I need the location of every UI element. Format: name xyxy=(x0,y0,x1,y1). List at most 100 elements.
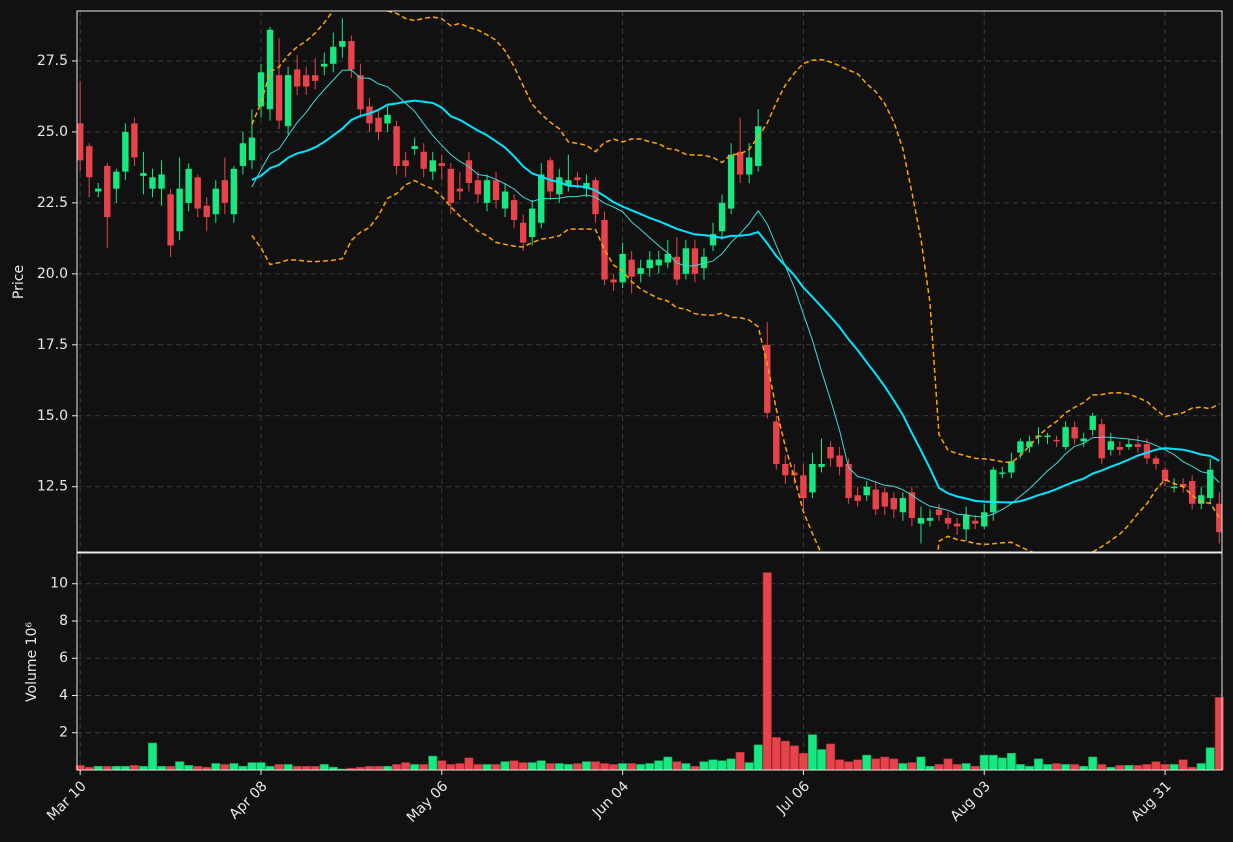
candle-body xyxy=(501,191,509,209)
volume-bar xyxy=(636,764,646,771)
candle-body xyxy=(890,498,898,510)
volume-bar xyxy=(762,572,772,771)
candle-body xyxy=(230,168,238,215)
candle-body xyxy=(375,117,382,132)
candle-body xyxy=(1179,483,1187,487)
candle-body xyxy=(1216,503,1222,533)
candle-body xyxy=(700,256,708,269)
bollinger-lower xyxy=(251,179,1220,552)
volume-bar xyxy=(428,755,438,771)
candle-body xyxy=(275,75,283,121)
candle-body xyxy=(122,131,129,172)
candle-body xyxy=(321,63,328,67)
volume-bar xyxy=(735,752,745,771)
candles xyxy=(77,11,1222,552)
volume-bar xyxy=(509,760,519,771)
candle-body xyxy=(77,123,84,161)
candle-body xyxy=(221,180,229,203)
candle-body xyxy=(800,475,807,499)
candle-body xyxy=(908,492,916,518)
candle-body xyxy=(764,344,771,413)
volume-bar xyxy=(961,763,971,771)
volume-bar xyxy=(654,760,664,771)
candle-body xyxy=(601,219,608,280)
candle-body xyxy=(465,160,473,184)
volume-bar xyxy=(925,765,935,771)
volume-bar xyxy=(500,761,510,771)
volume-bar xyxy=(609,764,619,771)
candle-body xyxy=(330,46,337,64)
volume-bar xyxy=(1079,765,1089,771)
y-tick-label: 17.5 xyxy=(37,337,68,353)
candle-body xyxy=(1143,444,1151,459)
candle-body xyxy=(447,168,455,203)
candle-body xyxy=(167,194,174,246)
candle-body xyxy=(366,106,373,124)
volume-bar xyxy=(1043,764,1053,771)
volume-bar xyxy=(1097,764,1107,771)
volume-bar xyxy=(1196,763,1206,771)
moving-average-slow xyxy=(251,99,1220,504)
volume-bar xyxy=(618,763,628,771)
candle-body xyxy=(1152,458,1160,465)
volume-bar xyxy=(1133,765,1143,771)
x-tick-label: Jun 04 xyxy=(589,778,632,821)
volume-bar xyxy=(473,764,483,771)
candle-body xyxy=(528,208,536,237)
candle-body xyxy=(854,495,861,501)
volume-bar xyxy=(1070,764,1080,771)
candle-body xyxy=(492,180,500,201)
candle-body xyxy=(944,517,952,524)
x-tick-label: Mar 10 xyxy=(44,778,90,824)
candle-body xyxy=(782,464,789,476)
y-tick-label: 27.5 xyxy=(37,53,68,69)
volume-bar xyxy=(826,743,836,771)
y-tick-label: 20.0 xyxy=(37,266,68,282)
volume-bar xyxy=(853,759,863,771)
candle-body xyxy=(194,177,201,209)
volume-bar xyxy=(726,758,736,771)
candle-body xyxy=(483,180,491,203)
candle-body xyxy=(402,160,409,166)
candle-body xyxy=(438,163,445,166)
candle-body xyxy=(619,253,626,283)
candle-body xyxy=(104,165,111,218)
candle-body xyxy=(691,248,699,274)
y-tick-label: 25.0 xyxy=(37,124,68,140)
candle-body xyxy=(574,177,581,181)
candle-body xyxy=(1116,446,1124,450)
volume-bar xyxy=(1033,758,1043,771)
volume-bar xyxy=(844,761,854,771)
x-tick-label: Apr 08 xyxy=(226,778,270,822)
volume-bar xyxy=(301,765,311,771)
candle-body xyxy=(556,177,563,195)
volume-bar xyxy=(1178,759,1188,771)
candle-body xyxy=(1053,439,1060,442)
volume-bar xyxy=(862,754,872,771)
volume-bar xyxy=(753,744,763,771)
volume-bar xyxy=(807,734,817,771)
candle-body xyxy=(1008,461,1015,473)
volume-bar xyxy=(545,763,555,771)
volume-bar xyxy=(283,764,293,771)
x-tick-label: Aug 03 xyxy=(947,778,993,824)
volume-bar xyxy=(572,763,582,771)
candle-body xyxy=(1098,424,1105,459)
volume-bar xyxy=(437,760,447,771)
volume-bar xyxy=(898,763,908,771)
candle-body xyxy=(140,173,147,176)
volume-bar xyxy=(93,765,103,771)
volume-bar xyxy=(229,763,239,771)
price-axis-label: Price xyxy=(11,265,27,299)
candle-body xyxy=(357,75,364,110)
volume-bar xyxy=(1160,764,1170,771)
volume-bar xyxy=(916,756,926,771)
volume-bar xyxy=(392,764,402,771)
volume-bar xyxy=(238,765,248,771)
candle-body xyxy=(176,188,183,232)
volume-bar xyxy=(1088,756,1098,771)
volume-bar xyxy=(111,765,121,771)
volume-bar xyxy=(455,763,465,771)
bollinger-upper xyxy=(251,11,1220,464)
